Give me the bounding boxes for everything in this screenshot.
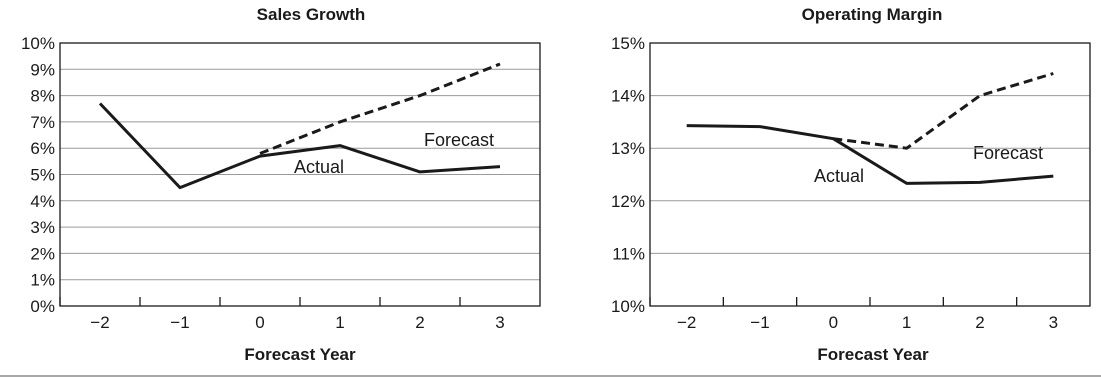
x-tick-label: −1	[170, 313, 189, 332]
x-tick-label: −2	[677, 313, 696, 332]
y-tick-label: 3%	[30, 218, 55, 237]
x-tick-label: 0	[829, 313, 838, 332]
operating-margin-chart: Operating Margin Forecast Year Forecast …	[611, 5, 1091, 364]
y-tick-label: 1%	[30, 271, 55, 290]
x-tick-label: 3	[1049, 313, 1058, 332]
forecast-series-line	[259, 62, 501, 155]
y-tick-label: 0%	[30, 297, 55, 316]
x-tick-label: 2	[975, 313, 984, 332]
x-tick-label: 2	[415, 313, 424, 332]
forecast-annotation: Forecast	[973, 143, 1043, 163]
y-tick-label: 8%	[30, 87, 55, 106]
y-tick-label: 11%	[612, 244, 645, 263]
actual-series-line	[686, 124, 1054, 185]
y-tick-label: 10%	[21, 34, 55, 53]
x-axis-label: Forecast Year	[244, 345, 356, 364]
y-tick-label: 5%	[30, 166, 55, 185]
chart-title: Operating Margin	[802, 5, 943, 24]
y-tick-label: 4%	[30, 192, 55, 211]
x-tick-label: 1	[335, 313, 344, 332]
forecast-annotation: Forecast	[424, 130, 494, 150]
y-tick-label: 12%	[611, 192, 645, 211]
actual-annotation: Actual	[294, 157, 344, 177]
chart-title: Sales Growth	[257, 5, 366, 24]
y-tick-label: 14%	[611, 87, 645, 106]
x-tick-label: 1	[902, 313, 911, 332]
actual-annotation: Actual	[814, 166, 864, 186]
x-tick-label: 0	[255, 313, 264, 332]
y-tick-label: 7%	[30, 113, 55, 132]
forecast-series-line	[833, 72, 1054, 150]
y-tick-label: 13%	[611, 139, 645, 158]
x-tick-label: −1	[750, 313, 769, 332]
sales-growth-chart: Sales Growth Forecast Year Forecast Actu…	[21, 5, 541, 364]
y-tick-label: 10%	[611, 297, 645, 316]
actual-series-line	[98, 102, 501, 190]
x-tick-label: 3	[495, 313, 504, 332]
y-tick-label: 2%	[30, 244, 55, 263]
x-tick-label: −2	[90, 313, 109, 332]
y-tick-label: 6%	[30, 139, 55, 158]
y-tick-label: 9%	[30, 60, 55, 79]
y-tick-label: 15%	[611, 34, 645, 53]
x-axis-label: Forecast Year	[817, 345, 929, 364]
